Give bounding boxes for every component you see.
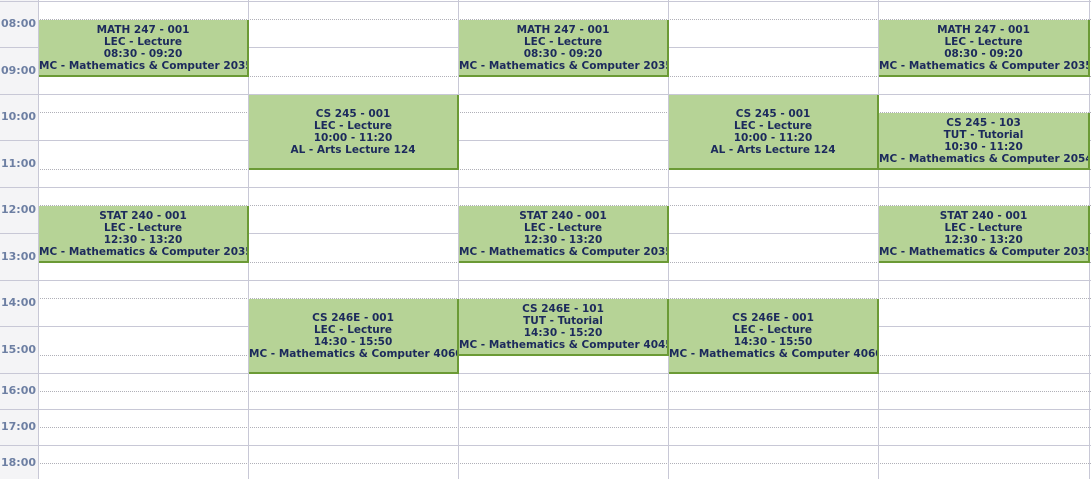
day-column-divider [878, 0, 879, 479]
row-divider [0, 140, 1091, 141]
class-event[interactable]: CS 245 - 103 TUT - Tutorial 10:30 - 11:20 M… [879, 113, 1090, 170]
class-event[interactable]: CS 245 - 001 LEC - Lecture 10:00 - 11:20 AL… [669, 95, 879, 170]
event-room: MC - Mathematics & Computer 2035 [879, 59, 1090, 72]
event-time: 08:30 - 09:20 [944, 47, 1023, 60]
event-time: 10:30 - 11:20 [944, 140, 1023, 153]
event-time: 14:30 - 15:50 [313, 335, 393, 348]
event-course: CS 246E - 001 [732, 311, 814, 324]
event-course: STAT 240 - 001 [99, 209, 187, 222]
event-course: STAT 240 - 001 [939, 209, 1028, 222]
half-hour-divider [38, 19, 1091, 20]
event-room: MC - Mathematics & Computer 4060 [669, 347, 879, 360]
event-time: 08:30 - 09:20 [523, 47, 603, 60]
event-course: CS 246E - 001 [312, 311, 394, 324]
row-divider [0, 445, 1091, 446]
event-type: LEC - Lecture [733, 119, 813, 132]
time-label: 17:00 [0, 420, 36, 433]
event-time: 12:30 - 13:20 [103, 233, 183, 246]
row-divider [0, 373, 1091, 374]
row-divider [0, 187, 1091, 188]
event-time: 12:30 - 13:20 [523, 233, 603, 246]
event-course: MATH 247 - 001 [937, 23, 1030, 36]
event-room: MC - Mathematics & Computer 2035 [39, 245, 249, 258]
day-column-divider [38, 0, 39, 479]
event-course: MATH 247 - 001 [96, 23, 190, 36]
event-course: CS 245 - 001 [315, 107, 391, 120]
class-event[interactable]: CS 246E - 001 LEC - Lecture 14:30 - 15:50 M… [249, 299, 459, 374]
half-hour-divider [38, 205, 1091, 206]
event-type: LEC - Lecture [103, 221, 183, 234]
class-event[interactable]: STAT 240 - 001 LEC - Lecture 12:30 - 13:20… [879, 206, 1090, 263]
class-event[interactable]: STAT 240 - 001 LEC - Lecture 12:30 - 13:20… [39, 206, 249, 263]
event-course: CS 245 - 001 [735, 107, 811, 120]
half-hour-divider [38, 391, 1091, 392]
event-type: LEC - Lecture [313, 323, 393, 336]
class-event[interactable]: MATH 247 - 001 LEC - Lecture 08:30 - 09:20… [39, 20, 249, 77]
time-column [0, 0, 38, 479]
time-label: 10:00 [0, 110, 36, 123]
event-room: MC - Mathematics & Computer 2035 [459, 245, 669, 258]
half-hour-divider [38, 427, 1091, 428]
event-room: MC - Mathematics & Computer 2035 [39, 59, 249, 72]
event-room: AL - Arts Lecture 124 [710, 143, 836, 156]
day-column-divider [458, 0, 459, 479]
event-type: LEC - Lecture [523, 35, 603, 48]
event-course: MATH 247 - 001 [516, 23, 610, 36]
event-time: 14:30 - 15:50 [733, 335, 813, 348]
class-event[interactable]: CS 245 - 001 LEC - Lecture 10:00 - 11:20 AL… [249, 95, 459, 170]
class-event[interactable]: STAT 240 - 001 LEC - Lecture 12:30 - 13:20… [459, 206, 669, 263]
half-hour-divider [38, 112, 1091, 113]
time-label: 16:00 [0, 384, 36, 397]
time-label: 14:00 [0, 296, 36, 309]
row-divider [0, 280, 1091, 281]
half-hour-divider [38, 298, 1091, 299]
event-course: STAT 240 - 001 [519, 209, 607, 222]
time-label: 09:00 [0, 64, 36, 77]
class-event[interactable]: MATH 247 - 001 LEC - Lecture 08:30 - 09:20… [459, 20, 669, 77]
event-type: LEC - Lecture [313, 119, 393, 132]
event-type: LEC - Lecture [523, 221, 603, 234]
event-time: 10:00 - 11:20 [733, 131, 813, 144]
event-room: MC - Mathematics & Computer 2035 [459, 59, 669, 72]
time-label: 18:00 [0, 456, 36, 469]
event-room: MC - Mathematics & Computer 4060 [249, 347, 459, 360]
event-time: 10:00 - 11:20 [313, 131, 393, 144]
time-label: 11:00 [0, 157, 36, 170]
event-type: TUT - Tutorial [943, 128, 1024, 141]
event-course: CS 245 - 103 [946, 116, 1021, 129]
time-label: 08:00 [0, 17, 36, 30]
event-course: CS 246E - 101 [522, 302, 604, 315]
event-type: LEC - Lecture [944, 35, 1023, 48]
event-type: LEC - Lecture [103, 35, 183, 48]
event-room: MC - Mathematics & Computer 2054 [879, 152, 1090, 165]
row-divider [0, 1, 1091, 2]
event-type: LEC - Lecture [944, 221, 1023, 234]
half-hour-divider [38, 169, 1091, 170]
event-time: 14:30 - 15:20 [523, 326, 603, 339]
event-type: LEC - Lecture [733, 323, 813, 336]
event-time: 12:30 - 13:20 [944, 233, 1023, 246]
time-label: 12:00 [0, 203, 36, 216]
class-event[interactable]: MATH 247 - 001 LEC - Lecture 08:30 - 09:20… [879, 20, 1090, 77]
time-label: 15:00 [0, 343, 36, 356]
class-event[interactable]: CS 246E - 001 LEC - Lecture 14:30 - 15:50 M… [669, 299, 879, 374]
class-event[interactable]: CS 246E - 101 TUT - Tutorial 14:30 - 15:20… [459, 299, 669, 356]
event-room: MC - Mathematics & Computer 4045 [459, 338, 669, 351]
time-label: 13:00 [0, 250, 36, 263]
event-type: TUT - Tutorial [523, 314, 603, 327]
event-room: AL - Arts Lecture 124 [290, 143, 416, 156]
event-room: MC - Mathematics & Computer 2035 [879, 245, 1090, 258]
row-divider [0, 409, 1091, 410]
half-hour-divider [38, 463, 1091, 464]
row-divider [0, 94, 1091, 95]
event-time: 08:30 - 09:20 [103, 47, 183, 60]
